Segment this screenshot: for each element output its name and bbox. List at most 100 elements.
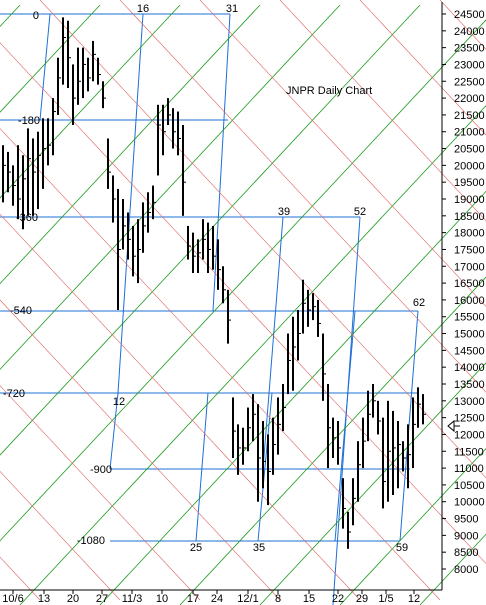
date-tick-label: 10 [156, 593, 168, 605]
gann-time-label: 31 [226, 3, 238, 15]
gann-angle-up [0, 4, 421, 456]
date-tick-label: 22 [332, 593, 344, 605]
date-tick-label: 11/3 [122, 593, 143, 605]
price-tick-label: 8000 [454, 564, 478, 576]
gann-level-label: -540 [10, 305, 32, 317]
price-tick-label: 15500 [454, 312, 485, 324]
price-tick-label: 15000 [454, 329, 485, 341]
gann-time-label: 52 [354, 206, 366, 218]
date-tick-label: 12 [408, 593, 420, 605]
price-tick-label: 18000 [454, 228, 485, 240]
gann-time-label: 62 [413, 297, 425, 309]
gann-time-line [109, 392, 119, 470]
price-tick-label: 11500 [454, 446, 484, 458]
price-tick-label: 13500 [454, 379, 485, 391]
gann-angle-down [0, 213, 361, 601]
gann-angle-down [0, 299, 281, 601]
date-tick-label: 20 [67, 593, 79, 605]
gann-angle-up [0, 19, 486, 542]
price-tick-label: 9500 [454, 514, 478, 526]
price-tick-label: 18500 [454, 211, 485, 223]
gann-angle-up [19, 105, 486, 605]
gann-angle-down [359, 0, 486, 136]
price-bars [2, 17, 426, 549]
gann-level-label: -360 [16, 212, 38, 224]
price-tick-label: 22500 [454, 76, 485, 88]
date-tick-label: 13 [38, 593, 50, 605]
price-tick-label: 20000 [454, 160, 485, 172]
gann-time-label: 39 [278, 206, 290, 218]
gann-level-label: 0 [33, 10, 39, 22]
date-tick-label: 17 [187, 593, 199, 605]
gann-angle-up [0, 4, 181, 199]
price-tick-label: 16500 [454, 278, 485, 290]
price-tick-label: 23000 [454, 59, 485, 71]
gann-angle-up [0, 4, 261, 285]
price-tick-label: 23500 [454, 43, 485, 55]
date-tick-label: 8 [275, 593, 281, 605]
price-tick-label: 17500 [454, 244, 485, 256]
price-tick-label: 22000 [454, 93, 485, 105]
chart-title: JNPR Daily Chart [286, 85, 372, 97]
last-price-marker [447, 419, 460, 433]
gann-angle-up [179, 276, 486, 605]
gann-time-line [39, 13, 51, 121]
price-tick-label: 19500 [454, 177, 485, 189]
price-tick-label: 8500 [454, 547, 478, 559]
gann-angle-down [119, 0, 486, 393]
gann-angle-up [0, 4, 341, 370]
date-tick-label: 10/6 [2, 593, 23, 605]
price-tick-label: 14000 [454, 362, 485, 374]
gann-time-label: 25 [190, 542, 202, 554]
gann-angle-down [39, 0, 486, 479]
gann-angle-down [0, 385, 201, 601]
price-tick-label: 20500 [454, 144, 485, 156]
gann-time-label: 12 [113, 396, 125, 408]
gann-time-line [334, 310, 356, 542]
price-tick-label: 11000 [454, 463, 484, 475]
price-tick-label: 24000 [454, 26, 485, 38]
price-tick-label: 14500 [454, 345, 485, 357]
price-tick-label: 9000 [454, 530, 478, 542]
gann-level-label: -1080 [77, 535, 105, 547]
gann-time-line [195, 392, 209, 542]
date-axis: 10/6 13 20 27 11/3 10 17 24 12/1 8 15 22 29 1/5 12 [0, 589, 442, 605]
price-tick-label: 19000 [454, 194, 485, 206]
price-tick-label: 21000 [454, 127, 485, 139]
gann-angle-down [0, 470, 121, 601]
price-tick-label: 17000 [454, 261, 485, 273]
gann-angle-down [0, 128, 441, 601]
price-tick-label: 21500 [454, 110, 485, 122]
date-tick-label: 24 [211, 593, 223, 605]
price-tick-label: 13000 [454, 396, 485, 408]
gann-level-label: -180 [18, 115, 40, 127]
price-tick-label: 12000 [454, 429, 485, 441]
price-tick-label: 24500 [454, 9, 485, 21]
date-tick-label: 12/1 [237, 593, 258, 605]
date-tick-label: 15 [303, 593, 315, 605]
price-tick-label: 10000 [454, 497, 485, 509]
gann-angle-down [199, 0, 486, 307]
gann-time-label: 59 [396, 542, 408, 554]
gann-time-line [212, 13, 231, 312]
gann-time-line [117, 13, 144, 394]
gann-level-label: -720 [3, 388, 25, 400]
gann-angle-up [99, 190, 486, 605]
gann-time-label: 35 [253, 542, 265, 554]
gann-grid-labels: 0 -180 -360 -540 -720 -900 -1080 16 31 39 52 62 12 25… [3, 3, 425, 554]
gann-level-label: -900 [90, 464, 112, 476]
price-tick-label: 16000 [454, 295, 485, 307]
date-tick-label: 27 [96, 593, 108, 605]
date-tick-label: 29 [356, 593, 368, 605]
gann-angle-up [0, 4, 101, 113]
date-tick-label: 1/5 [378, 593, 393, 605]
price-tick-label: 12500 [454, 413, 485, 425]
price-axis: 8000 8500 9000 9500 10000 10500 11000 11500 1200… [441, 2, 485, 590]
gann-angle-down [279, 0, 486, 222]
gann-time-label: 16 [137, 3, 149, 15]
price-tick-label: 10500 [454, 480, 485, 492]
gann-angle-up [339, 447, 486, 605]
